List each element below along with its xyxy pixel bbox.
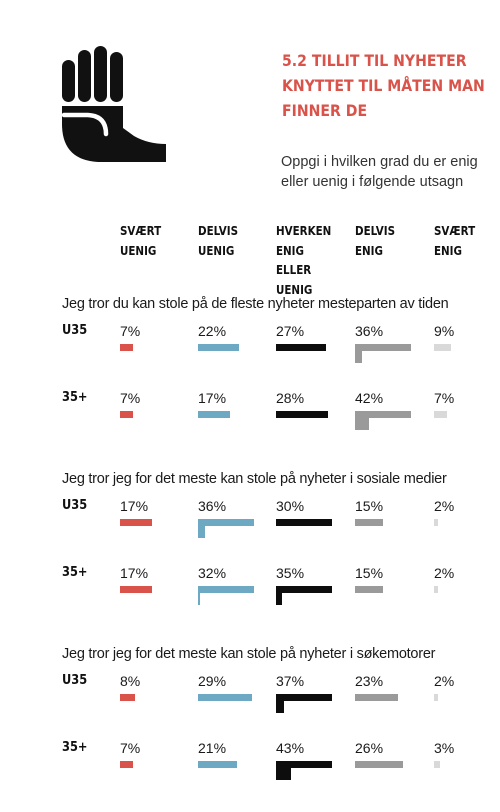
- value-label: 17%: [120, 565, 149, 581]
- bar-segment: [355, 694, 398, 701]
- column-header: SVÆRT ENIG: [434, 224, 476, 258]
- value-label: 3%: [434, 740, 455, 756]
- raised-hand-icon: [61, 46, 166, 162]
- bar-segment: [434, 694, 438, 701]
- group-label: U35: [62, 498, 88, 513]
- group-label: 35+: [62, 390, 88, 405]
- title-line: 5.2 TILLIT TIL NYHETER: [282, 51, 467, 70]
- bar-segment: [120, 519, 152, 526]
- statement-label: Jeg tror du kan stole på de fleste nyhet…: [62, 296, 449, 312]
- bar-segment: [355, 418, 369, 430]
- statement-label: Jeg tror jeg for det meste kan stole på …: [62, 646, 436, 662]
- value-label: 7%: [120, 740, 141, 756]
- bar-segment: [355, 519, 383, 526]
- bar-segment: [434, 586, 438, 593]
- bar-segment: [434, 344, 451, 351]
- bar-segment: [276, 701, 284, 713]
- bar-segment: [198, 586, 254, 593]
- bar-segment: [434, 519, 438, 526]
- bar-segment: [276, 411, 329, 418]
- column-header: HVERKEN ENIG ELLER UENIG: [276, 224, 332, 297]
- bar-segment: [276, 694, 332, 701]
- bar-segment: [198, 526, 205, 538]
- value-label: 7%: [434, 390, 455, 406]
- bar-segment: [355, 761, 404, 768]
- value-label: 2%: [434, 565, 455, 581]
- bar-segment: [120, 761, 133, 768]
- bar-segment: [120, 586, 152, 593]
- value-label: 22%: [198, 323, 227, 339]
- bar-segment: [120, 694, 135, 701]
- value-label: 42%: [355, 390, 384, 406]
- bar-segment: [276, 768, 291, 780]
- bar-segment: [355, 351, 362, 363]
- group-label: 35+: [62, 740, 88, 755]
- bar-segment: [355, 411, 411, 418]
- value-label: 43%: [276, 740, 305, 756]
- bar-segment: [198, 519, 254, 526]
- value-label: 35%: [276, 565, 305, 581]
- value-label: 2%: [434, 673, 455, 689]
- bar-segment: [276, 344, 327, 351]
- value-label: 15%: [355, 498, 384, 514]
- value-label: 37%: [276, 673, 305, 689]
- value-label: 8%: [120, 673, 141, 689]
- group-label: 35+: [62, 565, 88, 580]
- value-label: 29%: [198, 673, 227, 689]
- bar-segment: [434, 761, 440, 768]
- bar-segment: [198, 593, 201, 605]
- bar-segment: [120, 411, 133, 418]
- value-label: 7%: [120, 390, 141, 406]
- value-label: 28%: [276, 390, 305, 406]
- bar-segment: [120, 344, 133, 351]
- value-label: 21%: [198, 740, 227, 756]
- value-label: 32%: [198, 565, 227, 581]
- bar-segment: [276, 593, 282, 605]
- bar-segment: [355, 586, 383, 593]
- bar-segment: [198, 761, 238, 768]
- value-label: 17%: [120, 498, 149, 514]
- value-label: 36%: [355, 323, 384, 339]
- value-label: 17%: [198, 390, 227, 406]
- column-header: DELVIS ENIG: [355, 224, 396, 258]
- value-label: 30%: [276, 498, 305, 514]
- bar-segment: [276, 586, 332, 593]
- value-label: 2%: [434, 498, 455, 514]
- column-header: DELVIS UENIG: [198, 224, 239, 258]
- column-header: SVÆRT UENIG: [120, 224, 162, 258]
- value-label: 27%: [276, 323, 305, 339]
- chart-title: 5.2 TILLIT TIL NYHETER KNYTTET TIL MÅTEN…: [282, 48, 485, 123]
- title-line: FINNER DE: [282, 101, 368, 120]
- value-label: 26%: [355, 740, 384, 756]
- bar-segment: [198, 694, 252, 701]
- statement-label: Jeg tror jeg for det meste kan stole på …: [62, 471, 447, 487]
- chart-subtitle: Oppgi i hvilken grad du er enig eller ue…: [281, 154, 478, 190]
- bar-segment: [276, 761, 332, 768]
- bar-segment: [198, 344, 239, 351]
- value-label: 23%: [355, 673, 384, 689]
- bar-segment: [276, 519, 332, 526]
- group-label: U35: [62, 323, 88, 338]
- value-label: 36%: [198, 498, 227, 514]
- bar-segment: [355, 344, 411, 351]
- group-label: U35: [62, 673, 88, 688]
- title-line: KNYTTET TIL MÅTEN MAN: [282, 76, 485, 95]
- value-label: 15%: [355, 565, 384, 581]
- value-label: 9%: [434, 323, 455, 339]
- value-label: 7%: [120, 323, 141, 339]
- bar-segment: [198, 411, 230, 418]
- bar-segment: [434, 411, 447, 418]
